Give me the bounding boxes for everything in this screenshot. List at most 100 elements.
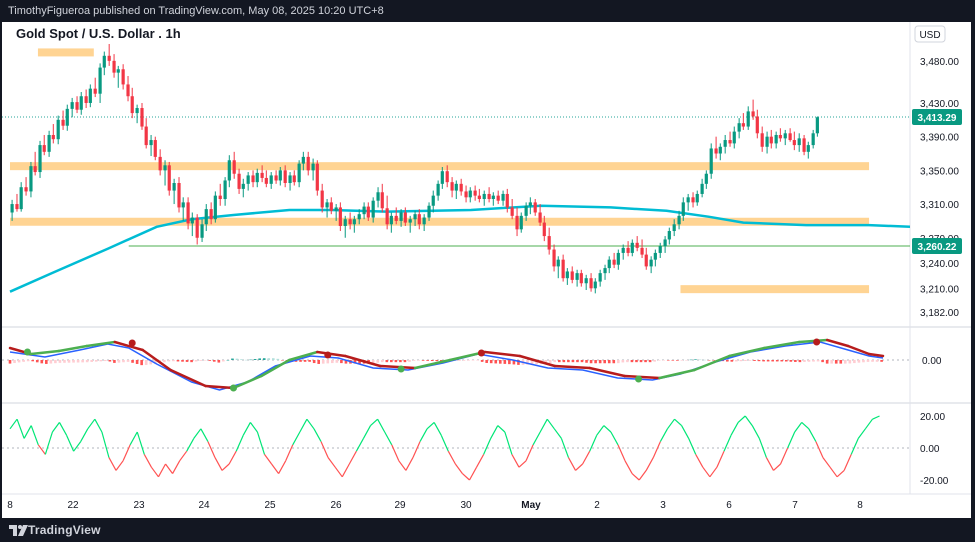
candle-body — [343, 219, 347, 226]
signal-line-segment — [763, 340, 801, 350]
candle-body — [496, 195, 500, 201]
oscillator-segment — [172, 460, 181, 474]
macd-histogram-bar — [113, 360, 116, 363]
oscillator-segment — [405, 457, 414, 471]
oscillator-segment — [16, 418, 25, 439]
candle-body — [686, 197, 690, 203]
chart-background — [2, 22, 971, 518]
cross-marker — [324, 351, 332, 359]
candle-body — [464, 191, 468, 198]
candle-body — [195, 217, 199, 238]
chart-title: Gold Spot / U.S. Dollar . 1h — [16, 26, 181, 41]
candle-body — [237, 173, 241, 189]
brand-name: TradingView — [28, 523, 101, 537]
candle-body — [301, 156, 305, 164]
candle-body — [607, 259, 611, 269]
chart-area[interactable]: Gold Spot / U.S. Dollar . 1h 3,480.00 3,4… — [2, 22, 971, 518]
signal-line-segment — [825, 338, 850, 348]
macd-histogram-bar — [657, 360, 661, 361]
chart-canvas[interactable]: Gold Spot / U.S. Dollar . 1h 3,480.00 3,4… — [2, 22, 971, 518]
macd-histogram-bar — [508, 360, 511, 365]
signal-line-segment — [113, 340, 144, 352]
candle-body — [741, 123, 745, 127]
oscillator-segment — [221, 463, 230, 471]
oscillator-segment — [617, 444, 626, 462]
candle-body — [422, 217, 426, 225]
candle-body — [79, 96, 83, 110]
candle-body — [436, 183, 440, 196]
oscillator-segment — [426, 421, 435, 430]
candle-body — [102, 55, 106, 68]
candle-body — [704, 173, 708, 184]
macd-histogram-bar — [326, 360, 330, 364]
macd-histogram-bar — [163, 360, 166, 363]
oscillator-segment — [398, 460, 407, 471]
oscillator-segment — [306, 418, 315, 430]
cross-marker — [229, 384, 237, 392]
candle-body — [376, 192, 380, 201]
signal-line-segment — [846, 344, 871, 356]
candle-body — [482, 193, 486, 200]
macd-histogram-bar — [203, 360, 207, 361]
candle-body — [732, 131, 736, 144]
macd-histogram-bar — [435, 360, 439, 362]
oscillator-segment — [589, 434, 598, 452]
macd-histogram-bar — [135, 360, 139, 364]
candle-body — [714, 148, 718, 154]
macd-axis: 0.00 — [922, 356, 942, 367]
candle-body — [806, 145, 810, 152]
macd-histogram-bar — [108, 360, 112, 362]
oscillator-segment — [490, 425, 499, 439]
macd-histogram-bar — [72, 360, 75, 363]
macd-histogram-bar — [63, 360, 66, 363]
candle-body — [70, 102, 74, 109]
macd-histogram-bar — [58, 360, 62, 363]
macd-histogram-bar — [104, 360, 107, 362]
candle-body — [292, 175, 296, 183]
candle-body — [306, 156, 310, 171]
macd-histogram-bar — [784, 360, 788, 362]
candle-body — [362, 206, 366, 215]
candle-body — [802, 138, 806, 152]
candle-body — [19, 187, 23, 210]
candle-body — [227, 160, 231, 181]
oscillator-segment — [553, 428, 562, 439]
zone-band — [37, 48, 94, 57]
candle-body — [47, 134, 51, 152]
price-labels: 3,413.29 3,260.22 — [912, 109, 962, 254]
candle-body — [38, 145, 42, 173]
cross-marker — [23, 348, 31, 356]
oscillator-segment — [659, 428, 668, 442]
candle-body — [709, 148, 713, 174]
oscillator-segment — [695, 454, 704, 468]
macd-pane — [2, 338, 910, 392]
candle-body — [788, 133, 792, 141]
candle-body — [56, 119, 60, 140]
macd-histogram-bar — [771, 360, 774, 362]
currency-badge[interactable] — [914, 25, 946, 43]
candle-body — [778, 134, 782, 139]
time-tick-label: 8 — [7, 500, 13, 511]
macd-histogram-bar — [707, 360, 711, 361]
macd-histogram-bar — [85, 360, 89, 363]
candle-body — [274, 175, 278, 181]
time-tick-label: 30 — [460, 500, 472, 511]
oscillator-axis: 20.00 0.00 -20.00 — [920, 412, 949, 487]
time-axis[interactable]: 8 22 23 24 25 26 29 30 May 2 3 6 7 8 — [7, 500, 863, 511]
price-tick-label: 3,480.00 — [920, 57, 959, 68]
cross-marker — [813, 338, 821, 346]
candle-body — [186, 202, 190, 224]
oscillator-segment — [348, 450, 357, 465]
candle-body — [311, 163, 315, 171]
macd-histogram-bar — [26, 360, 30, 362]
oscillator-segment — [264, 454, 273, 465]
candle-body — [524, 205, 528, 216]
oscillator-segment — [299, 418, 308, 433]
oscillator-segment — [546, 418, 555, 430]
candle-body — [167, 165, 171, 191]
candle-body — [695, 193, 699, 203]
oscillator-segment — [681, 425, 690, 439]
oscillator-segment — [603, 425, 612, 433]
candle-body — [140, 108, 144, 127]
signal-line-segment — [141, 348, 172, 372]
